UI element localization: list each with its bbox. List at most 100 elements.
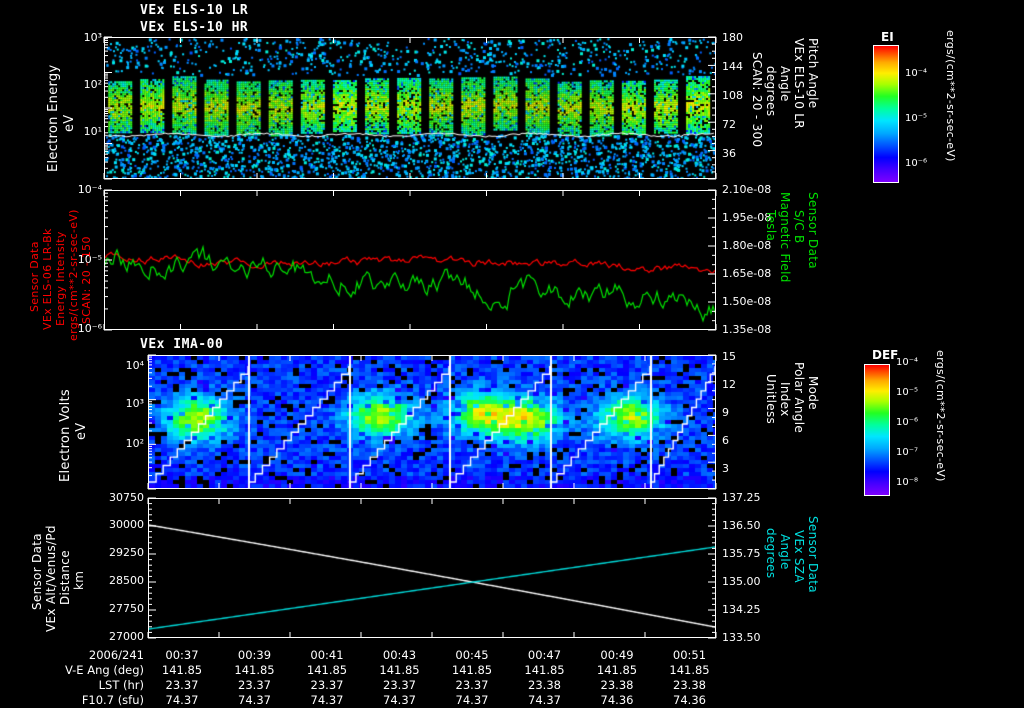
bottom-cell-time-1: 00:39: [237, 648, 272, 662]
bottom-cell-f107-7: 74.36: [673, 693, 706, 707]
panel3-colorbar-tick-1: 10⁻⁵: [896, 387, 919, 398]
bottom-cell-time-4: 00:45: [455, 648, 489, 662]
panel3-right-axis-label-2: Index: [778, 382, 792, 417]
panel4-y2tick-3: 135.00: [722, 575, 761, 588]
panel3-right-axis-label-0: Mode: [806, 376, 820, 410]
bottom-cell-lst-3: 23.37: [383, 678, 416, 692]
bottom-cell-lst-2: 23.37: [310, 678, 344, 692]
panel3-colorbar-title: DEF: [872, 348, 899, 362]
panel2-y2tick-1: 1.95e-08: [722, 211, 772, 224]
bottom-cell-ve-ang-4: 141.85: [451, 663, 493, 677]
panel3-y2tick-0: 15: [722, 350, 736, 363]
panel3-colorbar-tick-2: 10⁻⁶: [896, 417, 919, 428]
panel1-right-axis-label-3: degrees: [764, 66, 778, 117]
panel1-y2tick-4: 36: [722, 147, 736, 160]
bottom-cell-time-5: 00:47: [527, 648, 562, 662]
panel2-plot-area: [104, 190, 716, 330]
panel4-right-axis-label-3: degrees: [764, 528, 778, 579]
panel4-plot-area: [148, 498, 716, 638]
panel1-colorbar-tick-0: 10⁻⁴: [905, 68, 928, 79]
panel1-colorbar-tick-2: 10⁻⁶: [905, 158, 928, 169]
bottom-cell-f107-2: 74.37: [310, 693, 344, 707]
panel1-colorbar-tick-1: 10⁻⁵: [905, 113, 928, 124]
panel3-y2tick-2: 9: [722, 406, 729, 419]
panel4-ytick-4: 27750: [109, 602, 144, 615]
panel2-y2tick-0: 2.10e-08: [722, 183, 772, 196]
bottom-cell-lst-1: 23.37: [238, 678, 271, 692]
panel3-right-axis-label-3: Unitless: [764, 374, 778, 425]
bottom-cell-f107-3: 74.37: [383, 693, 416, 707]
panel1-plot-area: [104, 37, 716, 179]
bottom-cell-ve-ang-2: 141.85: [306, 663, 348, 677]
bottom-cell-f107-1: 74.37: [238, 693, 271, 707]
panel3-y2tick-4: 3: [722, 462, 729, 475]
panel1-right-axis-label-4: SCAN: 20 - 300: [750, 52, 764, 148]
panel2-ytick-2: 10⁻⁶: [77, 322, 102, 335]
bottom-cell-f107-0: 74.37: [165, 693, 199, 707]
panel1-right-axis-label-1: VEx ELS-10 LR: [792, 38, 806, 129]
panel4-y2tick-1: 136.50: [722, 519, 761, 532]
panel2-right-axis-label-1: S/C B: [792, 210, 806, 244]
panel2-ytick-0: 10⁻⁴: [77, 183, 102, 196]
panel3-colorbar-tick-3: 10⁻⁷: [896, 447, 919, 458]
panel1-ytick-1: 10²: [83, 78, 102, 91]
bottom-cell-ve-ang-3: 141.85: [379, 663, 420, 677]
bottom-cell-lst-6: 23.38: [600, 678, 634, 692]
panel4-y2tick-4: 134.25: [722, 603, 761, 616]
panel4-right-axis-label-0: Sensor Data: [806, 516, 820, 593]
bottom-cell-lst-7: 23.38: [673, 678, 706, 692]
bottom-cell-time-7: 00:51: [672, 648, 707, 662]
panel1-y2tick-2: 108: [722, 89, 743, 102]
panel3-title: VEx IMA-00: [140, 337, 224, 352]
panel4-right-axis-label-1: VEx SZA: [792, 530, 806, 583]
bottom-cell-lst-0: 23.37: [165, 678, 199, 692]
panel1-ytick-0: 10³: [83, 31, 102, 44]
panel2-right-axis-label-0: Sensor Data: [806, 192, 820, 269]
bottom-cell-ve-ang-6: 141.85: [596, 663, 638, 677]
panel4-y2tick-0: 137.25: [722, 491, 761, 504]
panel3-colorbar-units: ergs/(cm**2-sr-sec-eV): [934, 350, 947, 482]
panel1-colorbar-title: EI: [881, 30, 894, 44]
bottom-annotation-table: 2006/241 V-E Ang (deg) LST (hr) F10.7 (s…: [0, 648, 1024, 708]
panel3-ytick-2: 10²: [125, 437, 144, 450]
bottom-cell-lst-5: 23.38: [528, 678, 561, 692]
bottom-cell-f107-5: 74.37: [528, 693, 561, 707]
bottom-row-label-lst: LST (hr): [98, 678, 144, 692]
bottom-row-label-f107: F10.7 (sfu): [81, 693, 144, 707]
panel3-y2tick-1: 12: [722, 378, 736, 391]
panel3-y2tick-3: 6: [722, 434, 729, 447]
panel1-right-axis-label-2: Angle: [778, 66, 792, 102]
panel3-colorbar-tick-0: 10⁻⁴: [896, 357, 919, 368]
panel3-ytick-0: 10⁴: [125, 359, 144, 372]
panel4-ytick-3: 28500: [109, 574, 144, 587]
bottom-cell-time-3: 00:43: [382, 648, 417, 662]
panel4-right-axis-label-2: Angle: [778, 534, 792, 570]
panel1-right-axis-label-0: Pitch Angle: [806, 38, 820, 109]
bottom-cell-time-6: 00:49: [600, 648, 634, 662]
panel2-ytick-1: 10⁻⁵: [77, 253, 102, 266]
panel1-ytick-2: 10¹: [83, 125, 102, 138]
panel1-colorbar: [873, 45, 899, 183]
bottom-cell-lst-4: 23.37: [455, 678, 489, 692]
panel1-colorbar-units: ergs/(cm**2-sr-sec-eV): [944, 30, 957, 162]
bottom-cell-ve-ang-0: 141.85: [161, 663, 203, 677]
bottom-cell-time-0: 00:37: [165, 648, 199, 662]
panel3-colorbar-tick-4: 10⁻⁸: [896, 477, 919, 488]
bottom-row-label-date: 2006/241: [88, 648, 144, 662]
panel1-y2tick-0: 180: [722, 31, 743, 44]
panel2-right-axis-label-3: Tesla: [764, 210, 778, 242]
panel2-right-axis-label-2: Magnetic Field: [778, 192, 792, 283]
bottom-row-label-ve-ang: V-E Ang (deg): [64, 663, 144, 677]
panel1-y2tick-3: 72: [722, 118, 736, 131]
panel4-y2tick-2: 135.75: [722, 547, 761, 560]
panel2-y2tick-2: 1.80e-08: [722, 239, 772, 252]
panel4-ytick-0: 30750: [109, 491, 144, 504]
panel2-y2tick-5: 1.35e-08: [722, 323, 772, 336]
panel4-y2tick-5: 133.50: [722, 631, 761, 644]
panel3-plot-area: [148, 355, 716, 489]
panel2-y2tick-3: 1.65e-08: [722, 267, 772, 280]
bottom-cell-f107-6: 74.36: [600, 693, 634, 707]
panel4-ytick-1: 30000: [109, 518, 144, 531]
